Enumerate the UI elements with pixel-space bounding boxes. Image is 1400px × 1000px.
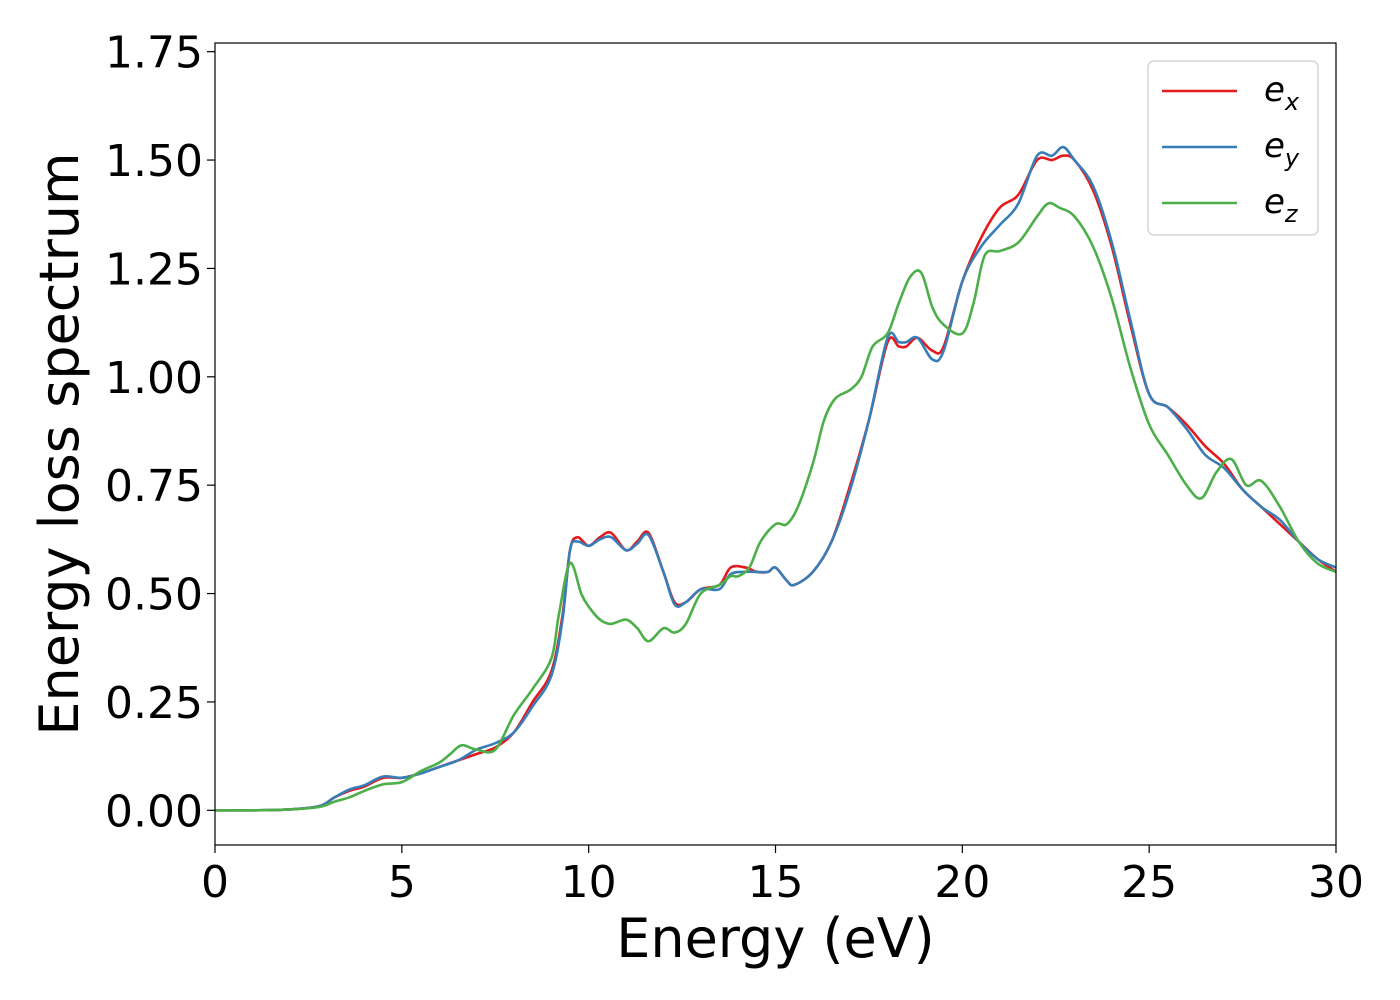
legend-label-e_z: ez <box>1264 182 1299 228</box>
series-line-e_z <box>215 201 1336 812</box>
series-line-e_y <box>215 145 1336 812</box>
x-axis-title: Energy (eV) <box>616 907 935 970</box>
x-tick-label: 20 <box>934 857 990 908</box>
series-layer <box>215 145 1336 812</box>
ticks-layer: 0 5 10 15 20 25 30 0.00 0.25 0.50 0.75 1.00 1.25 1.50… <box>105 28 1364 908</box>
legend-label-e_x: ex <box>1264 70 1300 116</box>
x-tick-label: 10 <box>561 857 617 908</box>
legend: ex ey ez <box>1147 60 1319 236</box>
y-tick-label: 0.00 <box>105 786 203 837</box>
x-tick-label: 15 <box>748 857 804 908</box>
y-tick-label: 0.50 <box>105 570 203 621</box>
y-tick-label: 1.75 <box>105 28 203 79</box>
y-axis-title: Energy loss spectrum <box>28 152 91 735</box>
legend-label-e_y: ey <box>1264 126 1300 172</box>
y-tick-label: 1.50 <box>105 136 203 187</box>
x-tick-label: 25 <box>1121 857 1177 908</box>
y-tick-label: 1.00 <box>105 353 203 404</box>
series-line-e_x <box>215 154 1336 812</box>
x-tick-label: 0 <box>201 857 229 908</box>
y-tick-label: 0.75 <box>105 461 203 512</box>
x-tick-label: 30 <box>1308 857 1364 908</box>
y-tick-label: 0.25 <box>105 678 203 729</box>
x-tick-label: 5 <box>388 857 416 908</box>
y-tick-label: 1.25 <box>105 244 203 295</box>
